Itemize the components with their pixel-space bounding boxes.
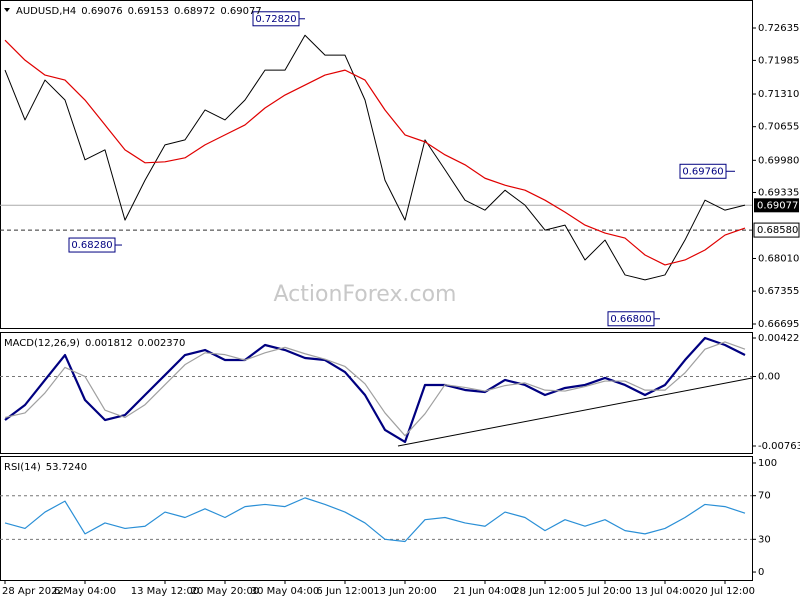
header-value: 0.68972: [174, 6, 215, 17]
y-tick-label: 0.71310: [758, 89, 799, 100]
series-line: [4, 39, 746, 266]
header-value: 0.69153: [128, 6, 169, 17]
x-tick-label: 6 Jun 12:00: [316, 586, 373, 597]
y-tick-label: 0.70655: [758, 122, 799, 133]
trendline: [397, 377, 753, 447]
x-tick-label: 20 Jul 12:00: [695, 586, 755, 597]
header-value: 0.69076: [81, 6, 122, 17]
level-label: 0.68580: [757, 225, 798, 236]
annotation-box: [252, 11, 300, 27]
y-tick-label: 0.68010: [758, 253, 799, 264]
header-value: 53.7240: [46, 462, 87, 473]
x-tick-label: 6 May 04:00: [54, 586, 116, 597]
x-tick-label: 28 Jun 12:00: [513, 586, 577, 597]
x-tick-label: 13 Jun 20:00: [373, 586, 437, 597]
x-tick-label: 20 May 20:00: [191, 586, 260, 597]
y-tick-label: 0: [758, 567, 764, 578]
annotation-label: 0.69760: [682, 166, 723, 177]
panel-header: RSI(14) 53.7240: [4, 462, 87, 473]
annotation-label: 0.66800: [610, 314, 651, 325]
price-label-box: [754, 198, 799, 213]
x-tick-label: 13 Jul 04:00: [635, 586, 695, 597]
y-tick-label: 0.71985: [758, 55, 799, 66]
panel-frame: [0, 456, 753, 581]
x-tick-label: 5 Jul 20:00: [578, 586, 632, 597]
series-line: [4, 34, 746, 281]
x-tick-label: 28 Apr 2022: [2, 586, 64, 597]
annotation-box: [679, 163, 727, 179]
y-tick-label: 70: [758, 491, 771, 502]
y-tick-label: 0.00: [758, 372, 780, 383]
annotation-box: [68, 237, 116, 253]
x-tick-label: 13 May 12:00: [131, 586, 200, 597]
watermark: ActionForex.com: [274, 282, 457, 307]
annotation-label: 0.68280: [71, 240, 112, 251]
y-tick-label: 0.66695: [758, 319, 799, 330]
x-tick-label: 30 May 04:00: [251, 586, 320, 597]
y-tick-label: -0.007633: [758, 441, 800, 452]
y-tick-label: 0.69980: [758, 155, 799, 166]
annotation-label: 0.72820: [255, 14, 296, 25]
y-tick-label: 0.67355: [758, 286, 799, 297]
y-tick-label: 0.72635: [758, 23, 799, 34]
x-tick-label: 21 Jun 04:00: [453, 586, 517, 597]
y-tick-label: 100: [758, 458, 777, 469]
price-label: 0.69077: [757, 200, 798, 211]
panel-frame: [0, 0, 753, 329]
header-title: MACD(12,26,9): [4, 338, 80, 349]
annotation-box: [607, 311, 655, 327]
header-value: 0.69077: [220, 6, 261, 17]
panel-header: MACD(12,26,9) 0.001812 0.002370: [4, 338, 185, 349]
header-title: AUDUSD,H4: [16, 6, 76, 17]
series-line: [4, 497, 746, 543]
y-tick-label: 30: [758, 534, 771, 545]
series-line: [4, 336, 746, 444]
series-line: [4, 341, 746, 437]
header-title: RSI(14): [4, 462, 41, 473]
header-value: 0.001812: [85, 338, 133, 349]
level-label-box: [753, 222, 800, 238]
header-value: 0.002370: [138, 338, 186, 349]
panel-header: AUDUSD,H4 0.69076 0.69153 0.68972 0.69077: [16, 6, 262, 17]
panel-frame: [0, 332, 753, 454]
y-tick-label: 0.004229: [758, 333, 800, 344]
y-tick-label: 0.69335: [758, 187, 799, 198]
header-arrow: [4, 8, 10, 12]
